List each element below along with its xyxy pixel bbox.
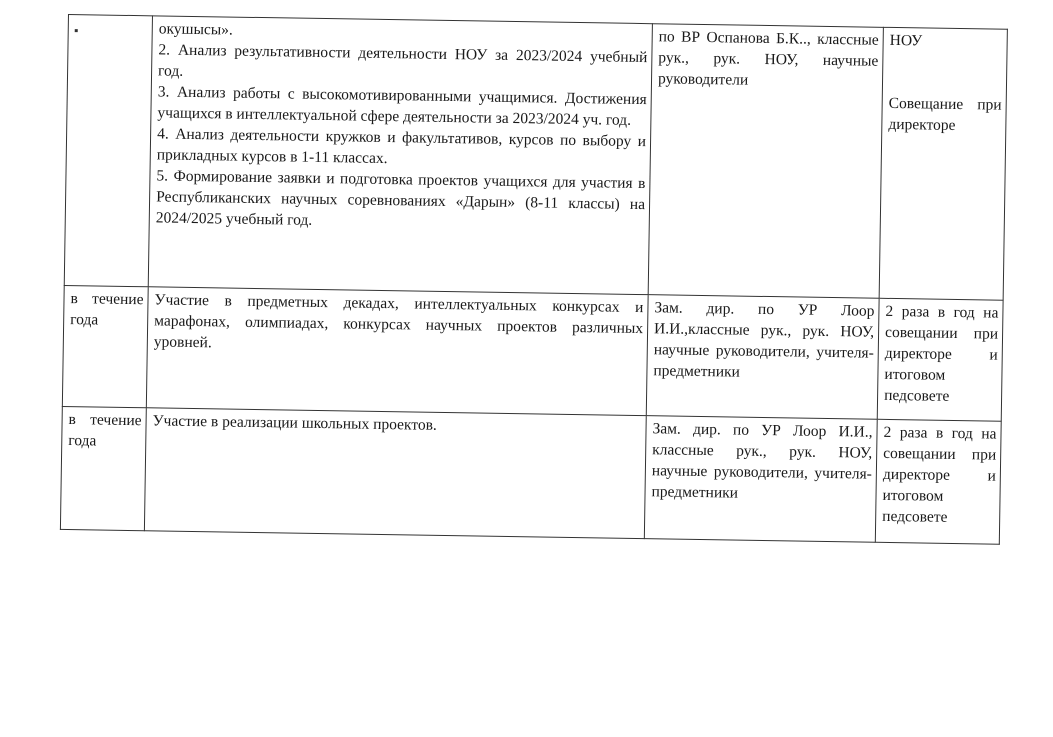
plan-table: окушысы». 2. Анализ результативности дея… xyxy=(60,14,1008,545)
form-cell: 2 раза в год на совещании при директоре … xyxy=(875,419,1002,545)
responsible-cell: Зам. дир. по УР Лоор И.И.,классные рук.,… xyxy=(646,294,880,420)
activity-cell: Участие в реализации школьных проектов. xyxy=(144,407,647,539)
responsible-cell: по ВР Оспанова Б.К.., классные рук., рук… xyxy=(648,23,884,299)
activity-cell: Участие в предметных декадах, интеллекту… xyxy=(146,286,649,416)
document-page: окушысы». 2. Анализ результативности дея… xyxy=(60,14,1008,545)
table-row: в течение года Участие в реализации школ… xyxy=(60,406,1002,545)
form-cell: НОУ Совещание при директоре xyxy=(879,27,1008,301)
period-cell xyxy=(64,14,153,287)
period-cell: в течение года xyxy=(60,406,147,531)
bullet-mark xyxy=(74,29,78,33)
activity-cell: окушысы». 2. Анализ результативности дея… xyxy=(148,15,653,295)
period-cell: в течение года xyxy=(62,285,149,408)
form-line: Совещание при директоре xyxy=(888,94,1002,134)
responsible-cell: Зам. дир. по УР Лоор И.И., классные рук.… xyxy=(644,415,878,543)
activity-item: 5. Формирование заявки и подготовка прое… xyxy=(155,167,646,229)
table-row: окушысы». 2. Анализ результативности дея… xyxy=(64,14,1008,301)
table-row: в течение года Участие в предметных дека… xyxy=(62,285,1004,422)
form-line: НОУ xyxy=(889,31,923,50)
form-cell: 2 раза в год на совещании при директоре … xyxy=(877,298,1004,422)
